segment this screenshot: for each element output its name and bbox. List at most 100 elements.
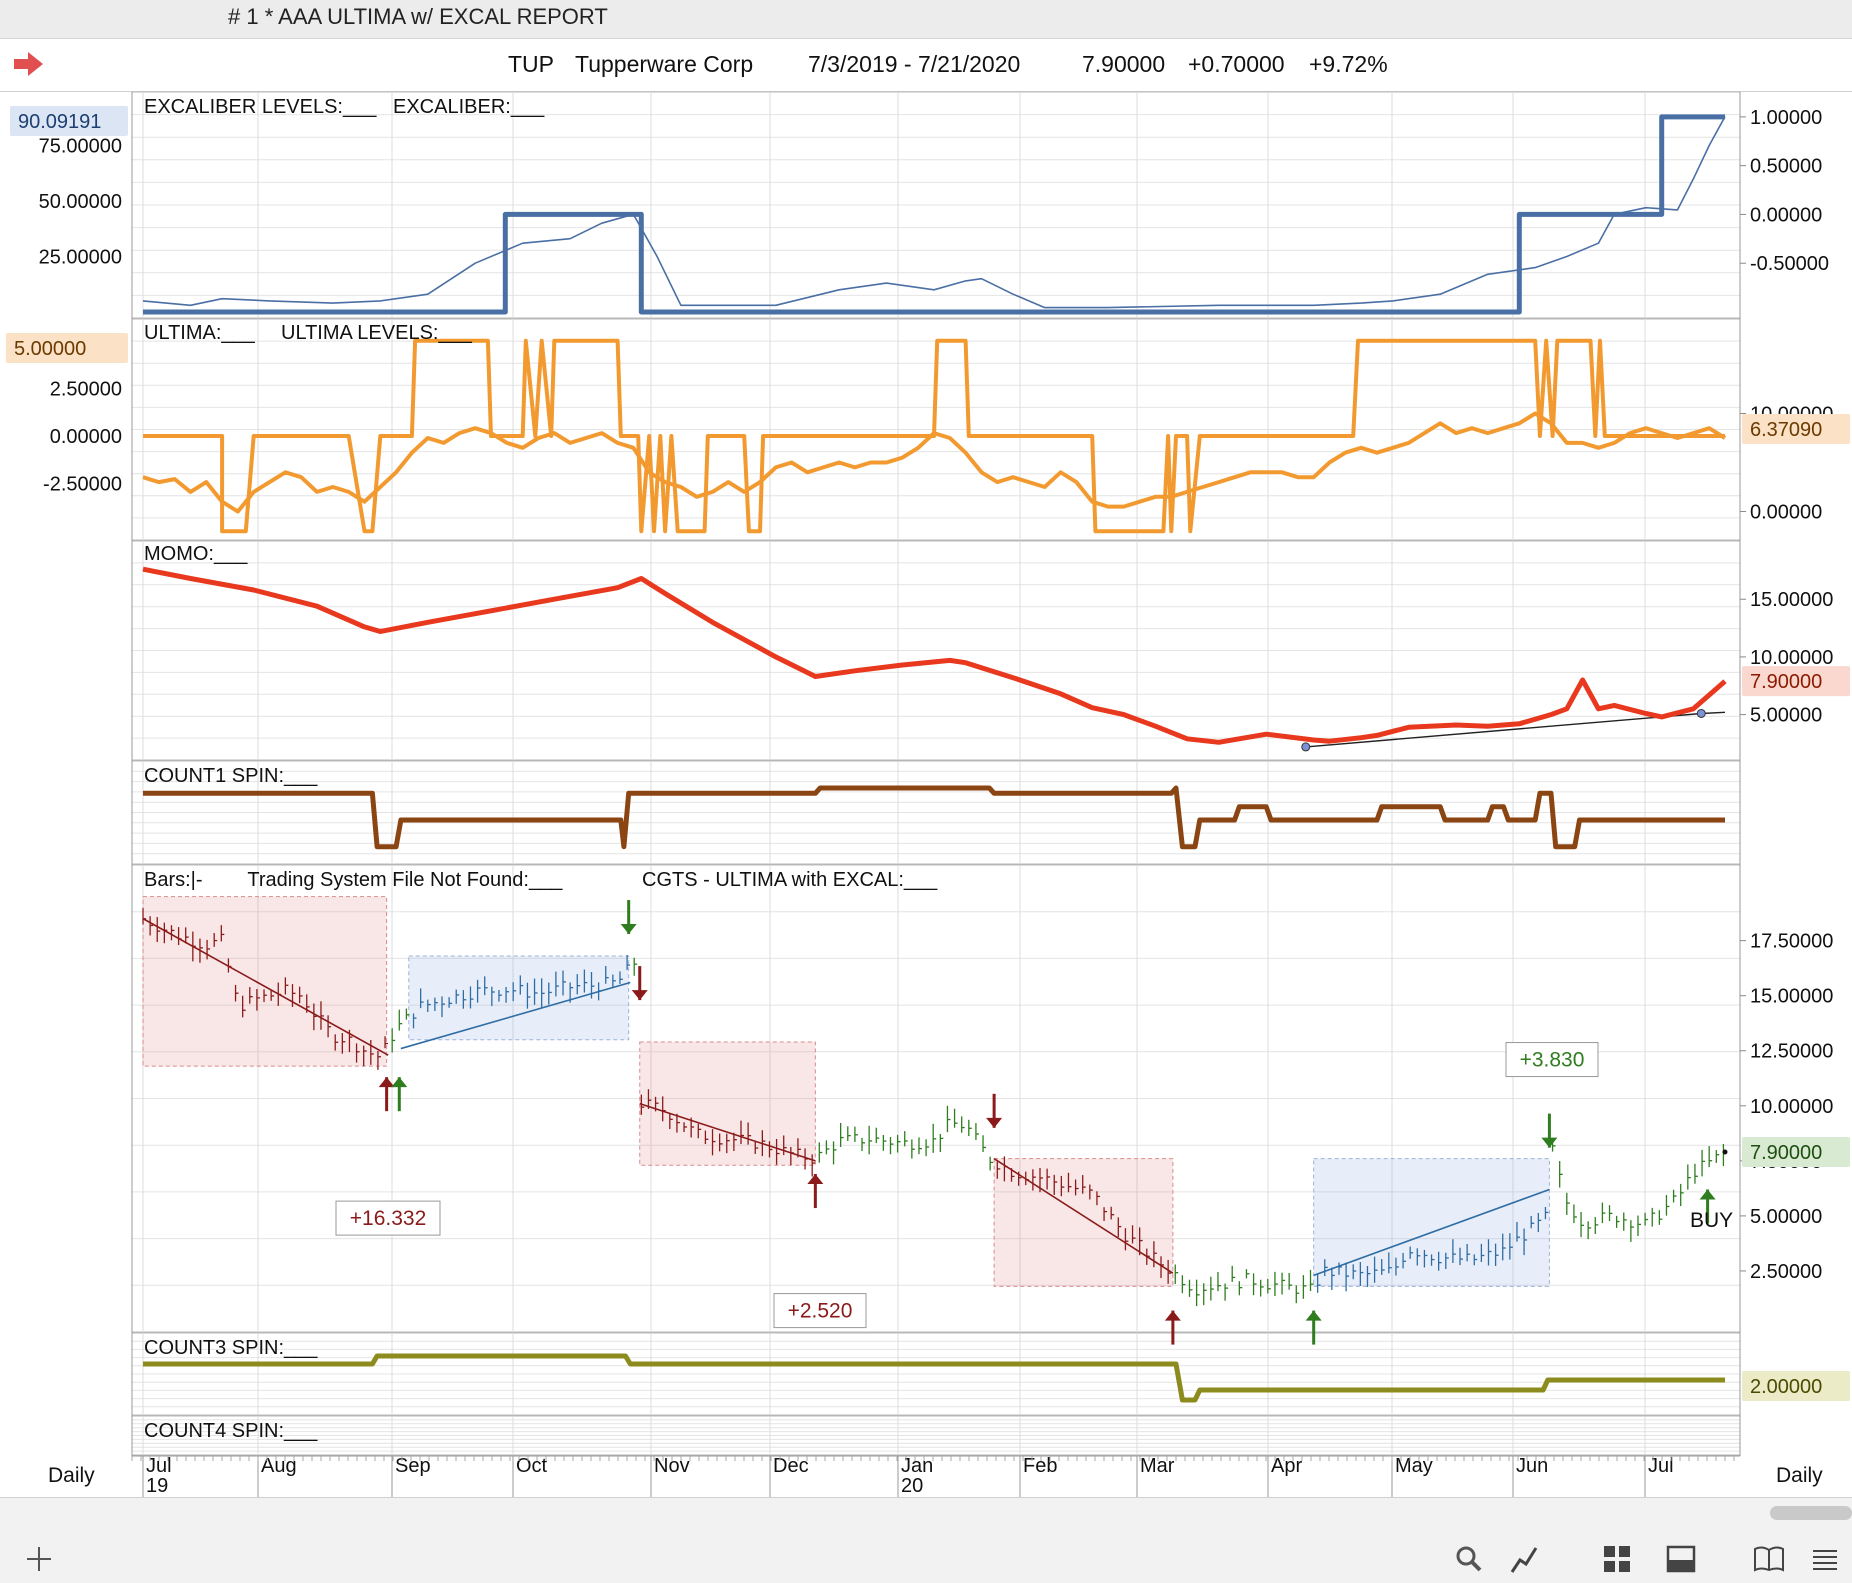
ultima-left-flag-bg: [6, 333, 128, 363]
profit-label-box: [335, 1200, 441, 1236]
month-label: Feb: [1023, 1455, 1057, 1477]
profit-label: +3.830: [1520, 1049, 1585, 1072]
price-change: +0.70000: [1188, 51, 1285, 77]
short-arrow-head: [631, 990, 648, 1001]
cover-arrow-head: [807, 1174, 824, 1185]
book-icon[interactable]: [1752, 1542, 1786, 1576]
year-label: 20: [901, 1475, 923, 1497]
legend-price-0: Bars:|-: [144, 869, 203, 891]
month-label: Sep: [395, 1455, 431, 1477]
legend-momo-0: MOMO:___: [144, 543, 248, 565]
legend-price-2: CGTS - ULTIMA with EXCAL:___: [642, 869, 938, 891]
short-arrow-head: [986, 1117, 1003, 1128]
right-tick-momo: 15.00000: [1750, 589, 1833, 611]
right-tick-excal: 0.00000: [1750, 204, 1822, 226]
percent-change: +9.72%: [1309, 51, 1388, 77]
legend-ultima-0: ULTIMA:___: [144, 322, 256, 344]
profit-label: +16.332: [350, 1207, 427, 1230]
month-label: Mar: [1140, 1455, 1175, 1477]
month-label: Jul: [146, 1455, 172, 1477]
trade-regression-line: [993, 1157, 1174, 1274]
right-tick-price: 2.50000: [1750, 1261, 1822, 1283]
ultima-levels-line: [143, 338, 1725, 534]
left-tick-ultima: 0.00000: [50, 426, 122, 448]
right-tick-price: 12.50000: [1750, 1041, 1833, 1063]
left-tick-excal: 75.00000: [39, 136, 122, 158]
buy-arrow-head: [1699, 1189, 1716, 1200]
time-axis-bg: [0, 1456, 1852, 1497]
period-label-right: Daily: [1776, 1464, 1823, 1487]
month-label: Jun: [1516, 1455, 1548, 1477]
symbol-ticker: TUP: [508, 51, 554, 77]
excal-line: [142, 116, 1726, 309]
legend-excal-0: EXCALIBER LEVELS:___: [144, 96, 377, 118]
trend-anchor-point: [1696, 708, 1706, 718]
right-tick-excal: 0.50000: [1750, 156, 1822, 178]
grid-icon[interactable]: [1600, 1542, 1634, 1576]
period-label-left: Daily: [48, 1464, 95, 1487]
month-label: Apr: [1271, 1455, 1302, 1477]
excal-left-flag: 90.09191: [18, 111, 101, 133]
cover-arrow-head: [378, 1077, 395, 1088]
right-tick-momo: 5.00000: [1750, 705, 1822, 727]
month-label: Jan: [901, 1455, 933, 1477]
count3-line: [143, 1353, 1725, 1403]
trade-box: [993, 1158, 1174, 1287]
excal-left-flag-bg: [10, 106, 128, 136]
line-chart-icon[interactable]: [1508, 1542, 1542, 1576]
right-tick-ultima: 0.00000: [1750, 501, 1822, 523]
right-tick-price: 5.00000: [1750, 1206, 1822, 1228]
left-tick-ultima: -2.50000: [43, 474, 122, 496]
trade-regression-line: [1313, 1188, 1550, 1277]
month-label: Dec: [773, 1455, 809, 1477]
ultima-right-flag-bg: [1742, 414, 1850, 444]
legend-count1-0: COUNT1 SPIN:___: [144, 765, 318, 787]
right-tick-price: 17.50000: [1750, 931, 1833, 953]
chart-area[interactable]: EXCALIBER LEVELS:___ EXCALIBER:___ 75.0000…: [0, 0, 1852, 1497]
month-label: Jul: [1648, 1455, 1674, 1477]
right-tick-price: 15.00000: [1750, 986, 1833, 1008]
momo-right-flag: 7.90000: [1750, 671, 1822, 693]
last-bar-marker: [1722, 1149, 1728, 1155]
trade-box: [142, 896, 388, 1067]
sell-arrow-head: [1541, 1137, 1558, 1148]
window-titlebar: # 1 * AAA ULTIMA w/ EXCAL REPORT: [0, 0, 1852, 39]
trade-box: [639, 1041, 816, 1166]
right-tick-momo: 10.00000: [1750, 647, 1833, 669]
buy-arrow-head: [1305, 1310, 1322, 1321]
month-label: Aug: [261, 1455, 297, 1477]
year-label: 19: [146, 1475, 168, 1497]
month-label: Oct: [516, 1455, 548, 1477]
right-tick-excal: -0.50000: [1750, 253, 1829, 275]
ultima-line: [142, 411, 1727, 514]
forward-arrow-icon[interactable]: [12, 49, 46, 79]
momo-line: [142, 566, 1727, 745]
legend-count4-0: COUNT4 SPIN:___: [144, 1420, 318, 1442]
count3-right-flag-bg: [1742, 1371, 1850, 1401]
trend-anchor-point: [1301, 742, 1311, 752]
last-price: 7.90000: [1082, 51, 1166, 77]
date-range: 7/3/2019 - 7/21/2020: [808, 51, 1021, 77]
ultima-right-flag: 6.37090: [1750, 419, 1822, 441]
legend-ultima-1: ULTIMA LEVELS:___: [281, 322, 473, 344]
company-name: Tupperware Corp: [575, 51, 754, 77]
trade-regression-line: [639, 1102, 816, 1162]
add-icon[interactable]: [22, 1542, 56, 1576]
search-icon[interactable]: [1452, 1542, 1486, 1576]
horizontal-scrollbar[interactable]: [1770, 1506, 1852, 1520]
menu-icon[interactable]: [1808, 1542, 1842, 1576]
count3-right-flag: 2.00000: [1750, 1376, 1822, 1398]
price-right-flag-bg: [1742, 1137, 1850, 1168]
trade-regression-line: [142, 917, 389, 1056]
price-right-flag: 7.90000: [1750, 1142, 1822, 1164]
trade-box: [1313, 1158, 1550, 1287]
panel-icon[interactable]: [1664, 1542, 1698, 1576]
momo-right-flag-bg: [1742, 666, 1850, 697]
buy-arrow-head: [391, 1077, 408, 1088]
symbol-header: TUP Tupperware Corp 7/3/2019 - 7/21/2020…: [0, 39, 1852, 92]
excal-levels-line: [143, 114, 1725, 315]
bottom-toolbar: [0, 1497, 1852, 1583]
left-tick-excal: 25.00000: [39, 247, 122, 269]
legend-excal-1: EXCALIBER:___: [393, 96, 545, 118]
count1-line: [143, 785, 1725, 850]
